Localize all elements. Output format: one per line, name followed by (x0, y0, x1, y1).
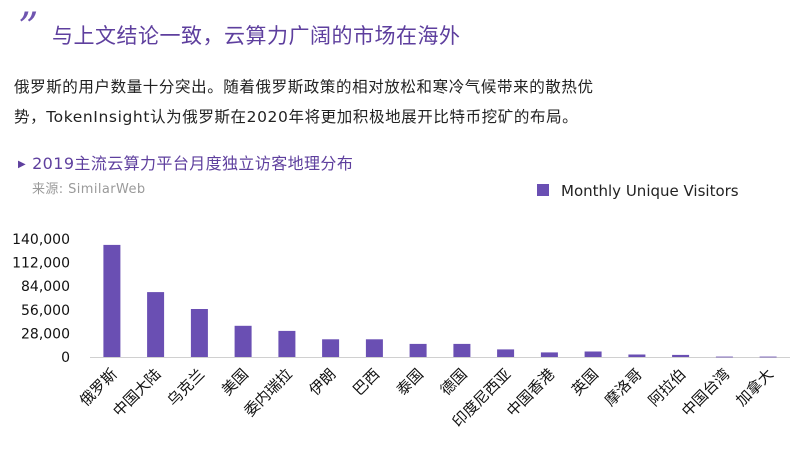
bars (103, 244, 777, 358)
y-tick-label: 56,000 (21, 303, 70, 319)
bar (715, 356, 733, 358)
legend-swatch (537, 184, 549, 196)
bar (365, 339, 383, 357)
chart-title-text: 2019主流云算力平台月度独立访客地理分布 (32, 154, 354, 173)
paragraph-line-1: 俄罗斯的用户数量十分突出。随着俄罗斯政策的相对放松和寒冷气候带来的散热优 (14, 78, 594, 96)
bar (584, 351, 602, 357)
x-tick-label: 美国 (218, 365, 252, 399)
x-tick-label: 中国香港 (503, 365, 558, 420)
y-tick-label: 28,000 (21, 326, 70, 342)
page-headline: 与上文结论一致，云算力广阔的市场在海外 (52, 24, 461, 48)
chart-title: ▶ 2019主流云算力平台月度独立访客地理分布 (18, 150, 353, 174)
bar (759, 356, 777, 358)
bar (497, 349, 515, 357)
x-tick-label: 加拿大 (732, 365, 777, 410)
x-tick-label: 中国大陆 (109, 365, 164, 420)
y-tick-label: 84,000 (21, 279, 70, 295)
y-axis: 0 28,000 56,000 84,000 112,000 140,000 (12, 232, 70, 366)
triangle-right-icon: ▶ (18, 159, 27, 170)
chart-source: 来源: SimilarWeb (32, 182, 146, 197)
bar (322, 339, 340, 357)
y-tick-label: 140,000 (12, 232, 70, 248)
bar (628, 354, 646, 357)
bar (103, 244, 121, 357)
bar (278, 330, 296, 357)
y-tick-label: 0 (61, 350, 70, 366)
bar (147, 292, 165, 357)
chart-legend: Monthly Unique Visitors (537, 182, 739, 200)
x-tick-label: 泰国 (393, 365, 427, 399)
x-tick-label: 德国 (437, 365, 471, 399)
bar (540, 352, 558, 357)
intro-paragraph: 俄罗斯的用户数量十分突出。随着俄罗斯政策的相对放松和寒冷气候带来的散热优 势，T… (14, 72, 784, 132)
bar (409, 343, 427, 357)
bar (234, 325, 252, 357)
x-tick-label: 巴西 (349, 365, 383, 399)
x-tick-label: 乌克兰 (164, 365, 209, 410)
quote-mark-icon: ” (18, 5, 39, 51)
x-tick-label: 伊朗 (306, 365, 340, 399)
bar (672, 354, 690, 357)
y-tick-label: 112,000 (12, 256, 70, 272)
bar (190, 309, 208, 357)
legend-label: Monthly Unique Visitors (561, 182, 739, 200)
paragraph-line-2: 势，TokenInsight认为俄罗斯在2020年将更加积极地展开比特币挖矿的布… (14, 108, 579, 126)
x-tick-label: 委内瑞拉 (241, 365, 296, 420)
bar (453, 343, 471, 357)
x-tick-label: 摩洛哥 (601, 365, 646, 410)
x-tick-label: 中国台湾 (678, 365, 733, 420)
x-tick-label: 英国 (568, 365, 602, 399)
